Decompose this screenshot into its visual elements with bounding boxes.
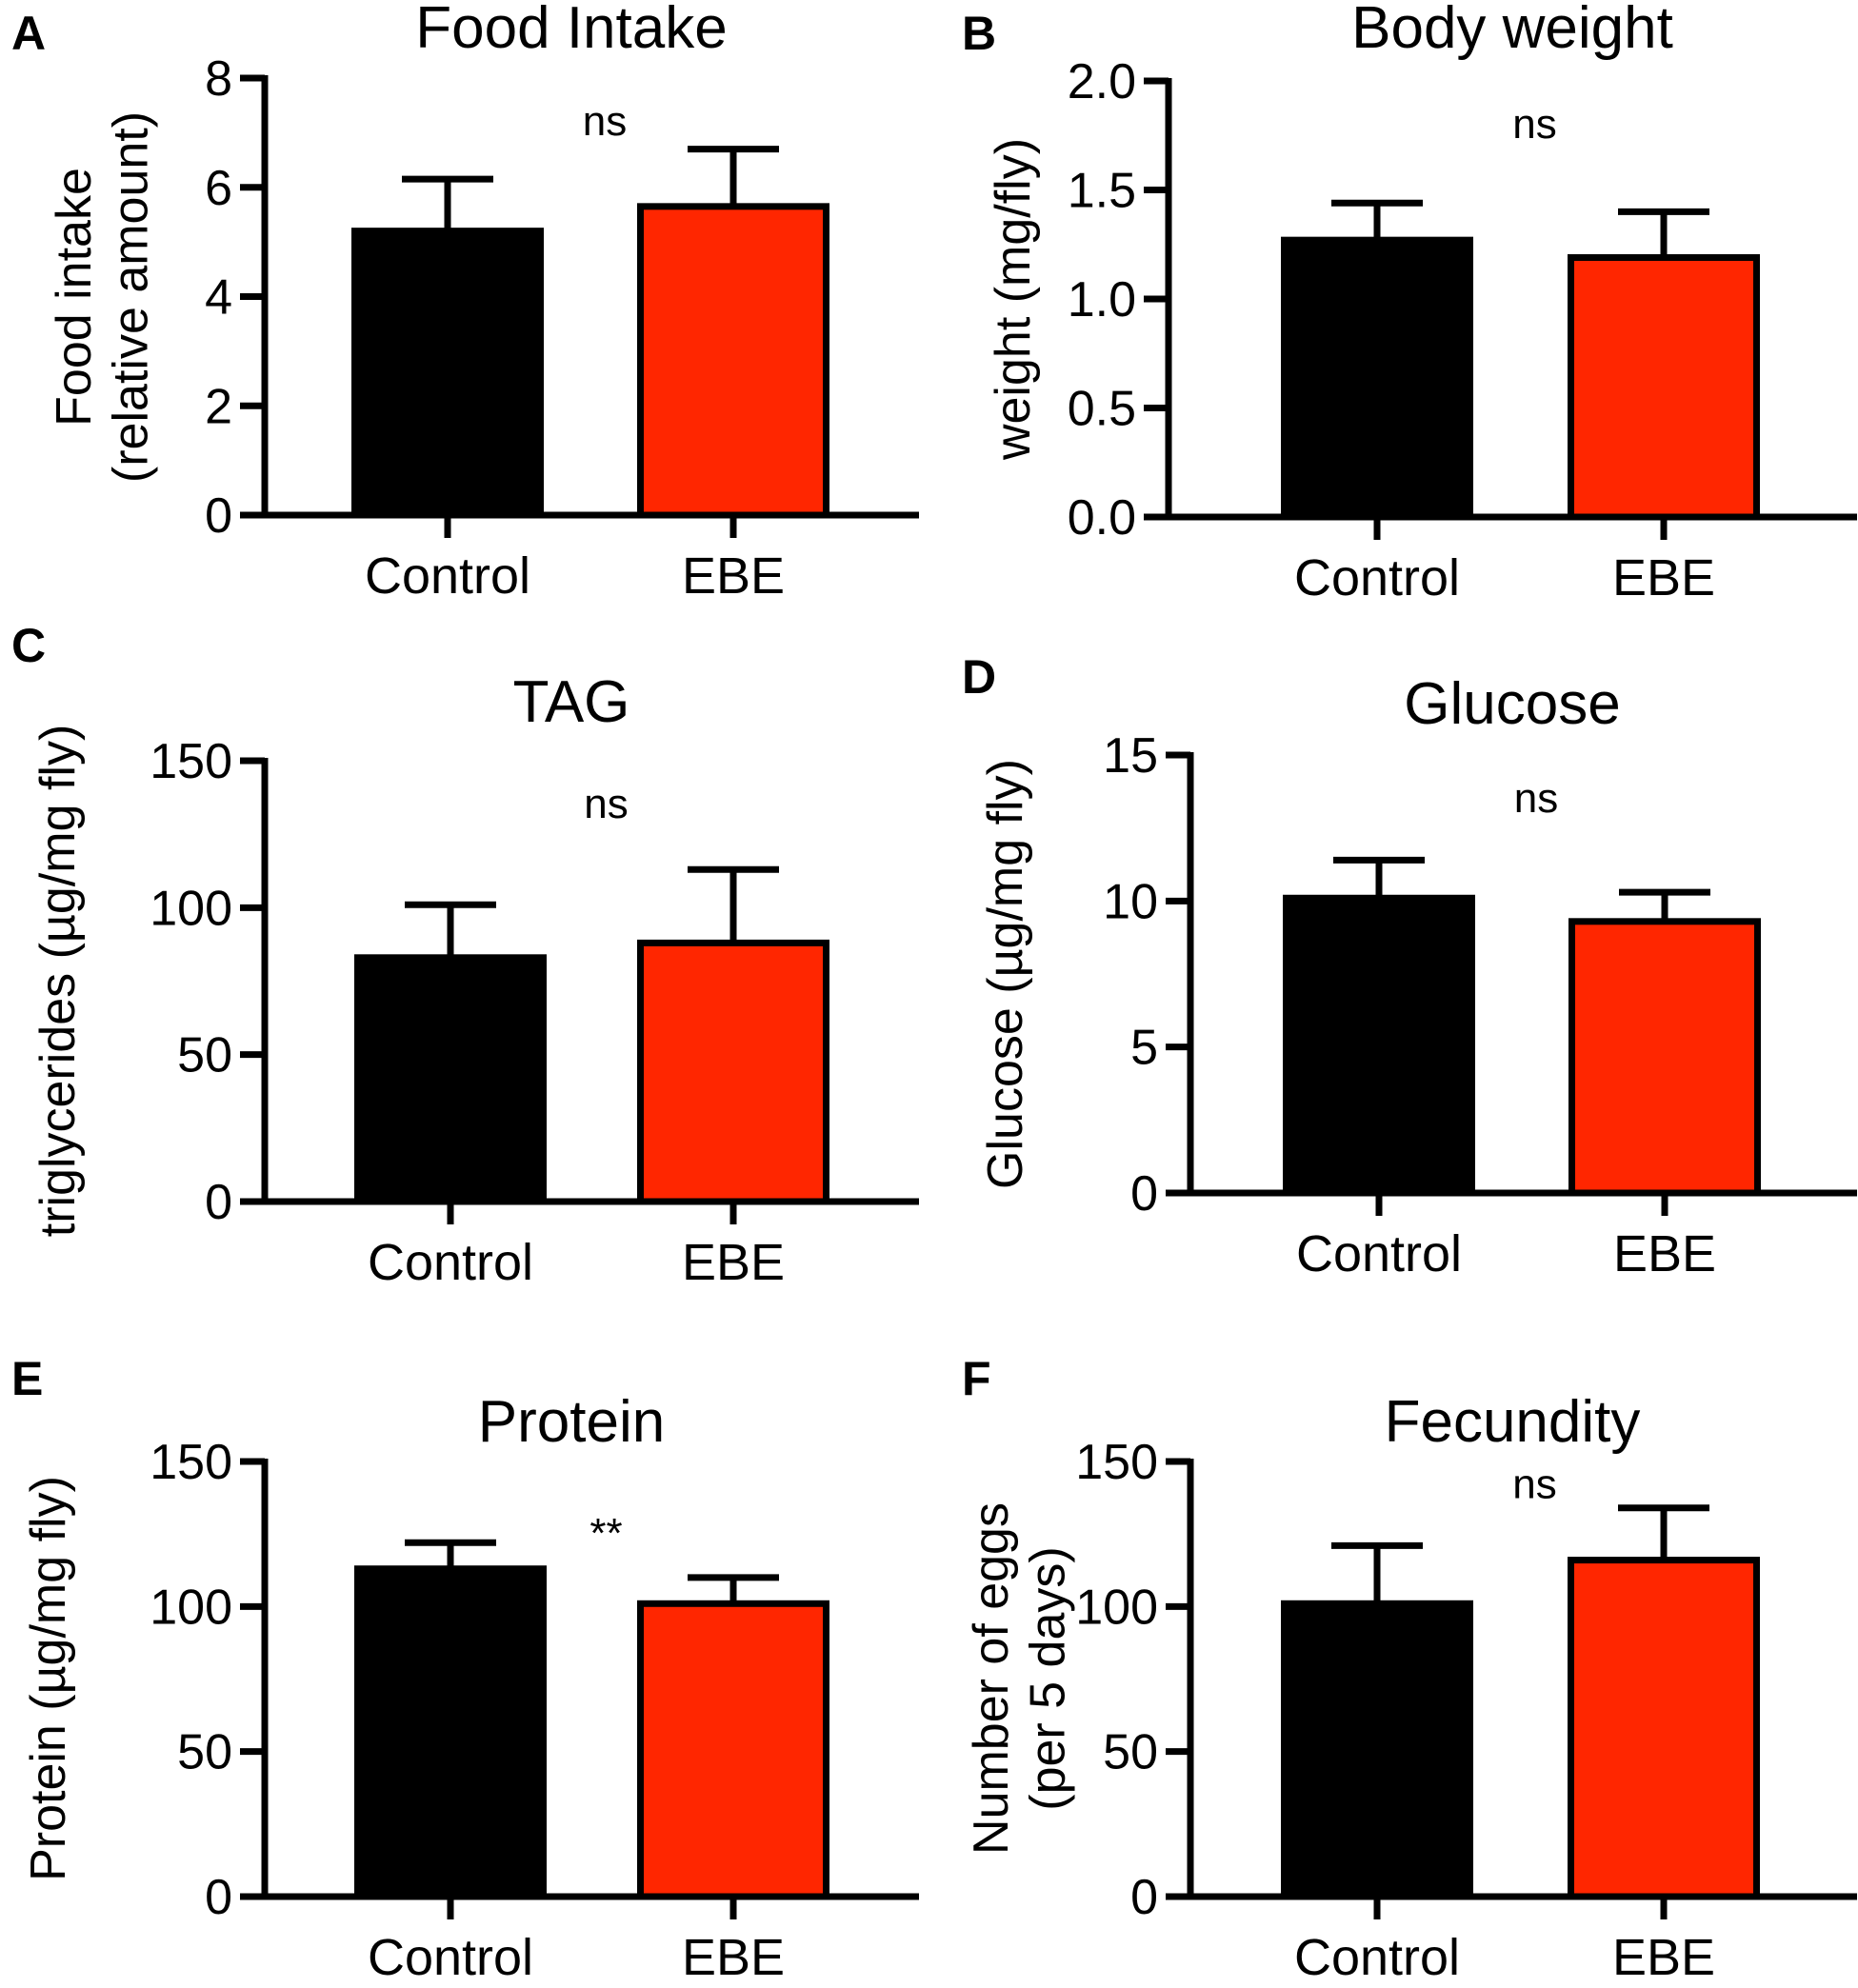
chart-panel-a: A Food Intake Food intake(relative amount)… [11, 0, 919, 605]
panel-letter: C [11, 619, 46, 672]
x-tick-label: Control [1294, 1929, 1460, 1986]
y-tick-label: 0 [1130, 1870, 1158, 1925]
significance-label: ns [1512, 101, 1556, 148]
y-axis-label-line: weight (mg/fly) [986, 138, 1041, 461]
y-tick-label: 150 [1075, 1435, 1158, 1490]
y-tick-label: 150 [150, 1435, 232, 1490]
chart-panel-f: F Fecundity Number of eggs(per 5 days) Cont… [962, 1352, 1857, 1986]
x-tick-label: EBE [682, 1234, 785, 1291]
x-tick-label: Control [368, 1234, 533, 1291]
chart-panel-e: E Protein Protein (µg/mg fly) Control EBE 0 50… [11, 1352, 919, 1986]
y-tick-label: 1.0 [1068, 272, 1136, 328]
y-tick-label: 5 [1130, 1021, 1158, 1076]
chart-title: TAG [513, 669, 630, 735]
y-axis-label: weight (mg/fly) [986, 138, 1041, 461]
bar-control [351, 228, 544, 519]
y-tick-label: 50 [177, 1725, 232, 1780]
bar-ebe [1568, 918, 1761, 1197]
chart-panel-c: C TAG triglycerides (µg/mg fly) Control EBE 0… [11, 619, 919, 1291]
bar-control [1281, 236, 1473, 521]
bar-ebe [637, 939, 829, 1205]
y-tick-label: 2.0 [1068, 54, 1136, 109]
y-tick-label: 50 [177, 1028, 232, 1083]
chart-title: Protein [478, 1389, 665, 1455]
bar-control [354, 1565, 547, 1900]
y-axis-label-line: Glucose (µg/mg fly) [978, 759, 1033, 1189]
x-tick-label: EBE [682, 1929, 785, 1986]
bar-ebe [1568, 253, 1760, 521]
y-axis-label-line: triglycerides (µg/mg fly) [30, 725, 86, 1238]
significance-label: ** [589, 1510, 622, 1557]
y-tick-label: 1.5 [1068, 164, 1136, 219]
panel-letter: A [11, 7, 46, 60]
significance-label: ns [1514, 775, 1558, 822]
y-tick-label: 0 [205, 488, 232, 544]
y-tick-label: 150 [150, 734, 232, 789]
y-tick-label: 100 [1075, 1580, 1158, 1635]
y-axis-label: Protein (µg/mg fly) [21, 1476, 76, 1881]
y-tick-label: 8 [205, 51, 232, 107]
y-axis-label-line: (per 5 days) [1021, 1546, 1076, 1810]
panel-letter: E [11, 1352, 43, 1405]
bar-control [1281, 1600, 1473, 1900]
bar-ebe [637, 1600, 829, 1900]
y-axis-label: triglycerides (µg/mg fly) [30, 725, 86, 1238]
y-tick-label: 50 [1103, 1725, 1158, 1780]
y-tick-label: 0.0 [1068, 490, 1136, 546]
x-tick-label: Control [368, 1929, 533, 1986]
y-tick-label: 4 [205, 270, 232, 326]
panel-letter: F [962, 1352, 991, 1405]
y-tick-label: 10 [1103, 874, 1158, 929]
chart-panel-b: B Body weight weight (mg/fly) Control EBE 0.0… [962, 0, 1857, 606]
y-axis-label-line: (relative amount) [104, 111, 159, 483]
panel-letter: B [962, 7, 996, 60]
y-axis-label-line: Food intake [47, 168, 102, 427]
y-tick-label: 15 [1103, 728, 1158, 784]
significance-label: ns [1512, 1461, 1556, 1508]
bar-ebe [1568, 1557, 1760, 1900]
x-tick-label: EBE [1613, 1225, 1716, 1282]
bar-control [354, 954, 547, 1205]
y-tick-label: 0 [1130, 1166, 1158, 1222]
y-tick-label: 100 [150, 881, 232, 936]
y-axis-label: Food intake(relative amount) [47, 111, 159, 483]
y-tick-label: 0 [205, 1870, 232, 1925]
chart-title: Food Intake [415, 0, 727, 61]
significance-label: ns [583, 98, 627, 145]
x-tick-label: Control [1294, 549, 1460, 606]
y-axis-label: Number of eggs(per 5 days) [964, 1502, 1076, 1855]
x-tick-label: EBE [1612, 549, 1715, 606]
bar-ebe [637, 203, 829, 519]
chart-title: Fecundity [1385, 1389, 1641, 1455]
x-tick-label: Control [1296, 1225, 1462, 1282]
y-tick-label: 6 [205, 161, 232, 216]
chart-title: Glucose [1404, 671, 1620, 737]
y-axis-label-line: Number of eggs [964, 1502, 1019, 1855]
x-tick-label: EBE [1612, 1929, 1715, 1986]
y-tick-label: 2 [205, 379, 232, 434]
y-tick-label: 0 [205, 1175, 232, 1230]
y-tick-label: 100 [150, 1580, 232, 1635]
y-axis-label: Glucose (µg/mg fly) [978, 759, 1033, 1189]
y-tick-label: 0.5 [1068, 382, 1136, 437]
y-axis-label-line: Protein (µg/mg fly) [21, 1476, 76, 1881]
x-tick-label: EBE [682, 547, 785, 605]
chart-title: Body weight [1351, 0, 1673, 61]
significance-label: ns [584, 781, 628, 827]
chart-panel-d: D Glucose Glucose (µg/mg fly) Control EBE 0 5 1… [962, 650, 1857, 1282]
x-tick-label: Control [365, 547, 530, 605]
panel-letter: D [962, 650, 996, 704]
bar-control [1283, 894, 1475, 1197]
